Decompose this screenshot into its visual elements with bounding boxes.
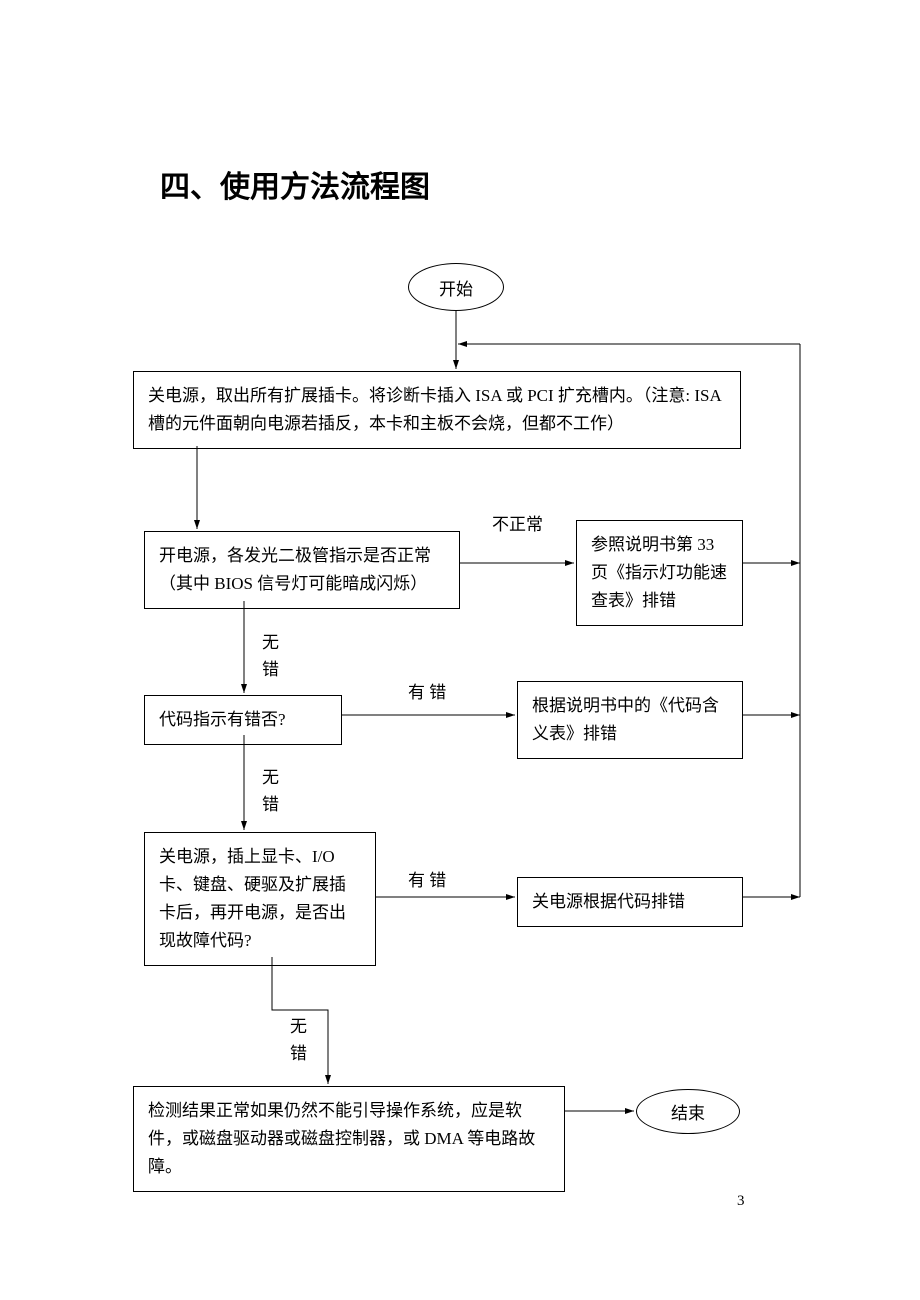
edge-label-noerror1a: 无	[262, 628, 279, 653]
node-start-label: 开始	[439, 275, 473, 300]
edge-label-noerror3a: 无	[290, 1012, 307, 1037]
edge-label-noerror3b: 错	[290, 1039, 307, 1064]
node-end-label: 结束	[671, 1099, 705, 1124]
node-step4-label: 关电源，插上显卡、I/O 卡、键盘、硬驱及扩展插卡后，再开电源，是否出现故障代码…	[159, 847, 346, 950]
node-end: 结束	[636, 1089, 740, 1134]
page-title: 四、使用方法流程图	[160, 162, 430, 206]
node-refC-label: 关电源根据代码排错	[532, 892, 685, 911]
edge-label-noerror2a: 无	[262, 763, 279, 788]
node-start: 开始	[408, 263, 504, 311]
node-step3-label: 代码指示有错否?	[159, 710, 286, 729]
node-refB-label: 根据说明书中的《代码含义表》排错	[532, 696, 719, 743]
node-refB: 根据说明书中的《代码含义表》排错	[517, 681, 743, 759]
node-step1-label: 关电源，取出所有扩展插卡。将诊断卡插入 ISA 或 PCI 扩充槽内。（注意: …	[148, 386, 721, 433]
node-refA: 参照说明书第 33 页《指示灯功能速查表》排错	[576, 520, 743, 626]
node-step5-label: 检测结果正常如果仍然不能引导操作系统，应是软件，或磁盘驱动器或磁盘控制器，或 D…	[148, 1101, 535, 1176]
node-step1: 关电源，取出所有扩展插卡。将诊断卡插入 ISA 或 PCI 扩充槽内。（注意: …	[133, 371, 741, 449]
node-step2-label: 开电源，各发光二极管指示是否正常（其中 BIOS 信号灯可能暗成闪烁）	[159, 546, 431, 593]
node-refC: 关电源根据代码排错	[517, 877, 743, 927]
edge-label-abnormal: 不正常	[492, 510, 543, 535]
node-step2: 开电源，各发光二极管指示是否正常（其中 BIOS 信号灯可能暗成闪烁）	[144, 531, 460, 609]
node-step3: 代码指示有错否?	[144, 695, 342, 745]
edge-label-haserror1: 有 错	[408, 678, 446, 703]
node-step4: 关电源，插上显卡、I/O 卡、键盘、硬驱及扩展插卡后，再开电源，是否出现故障代码…	[144, 832, 376, 966]
page-number: 3	[737, 1193, 745, 1210]
edge-label-haserror2: 有 错	[408, 866, 446, 891]
edge-label-noerror1b: 错	[262, 655, 279, 680]
edge-label-noerror2b: 错	[262, 790, 279, 815]
node-step5: 检测结果正常如果仍然不能引导操作系统，应是软件，或磁盘驱动器或磁盘控制器，或 D…	[133, 1086, 565, 1192]
node-refA-label: 参照说明书第 33 页《指示灯功能速查表》排错	[591, 535, 727, 610]
